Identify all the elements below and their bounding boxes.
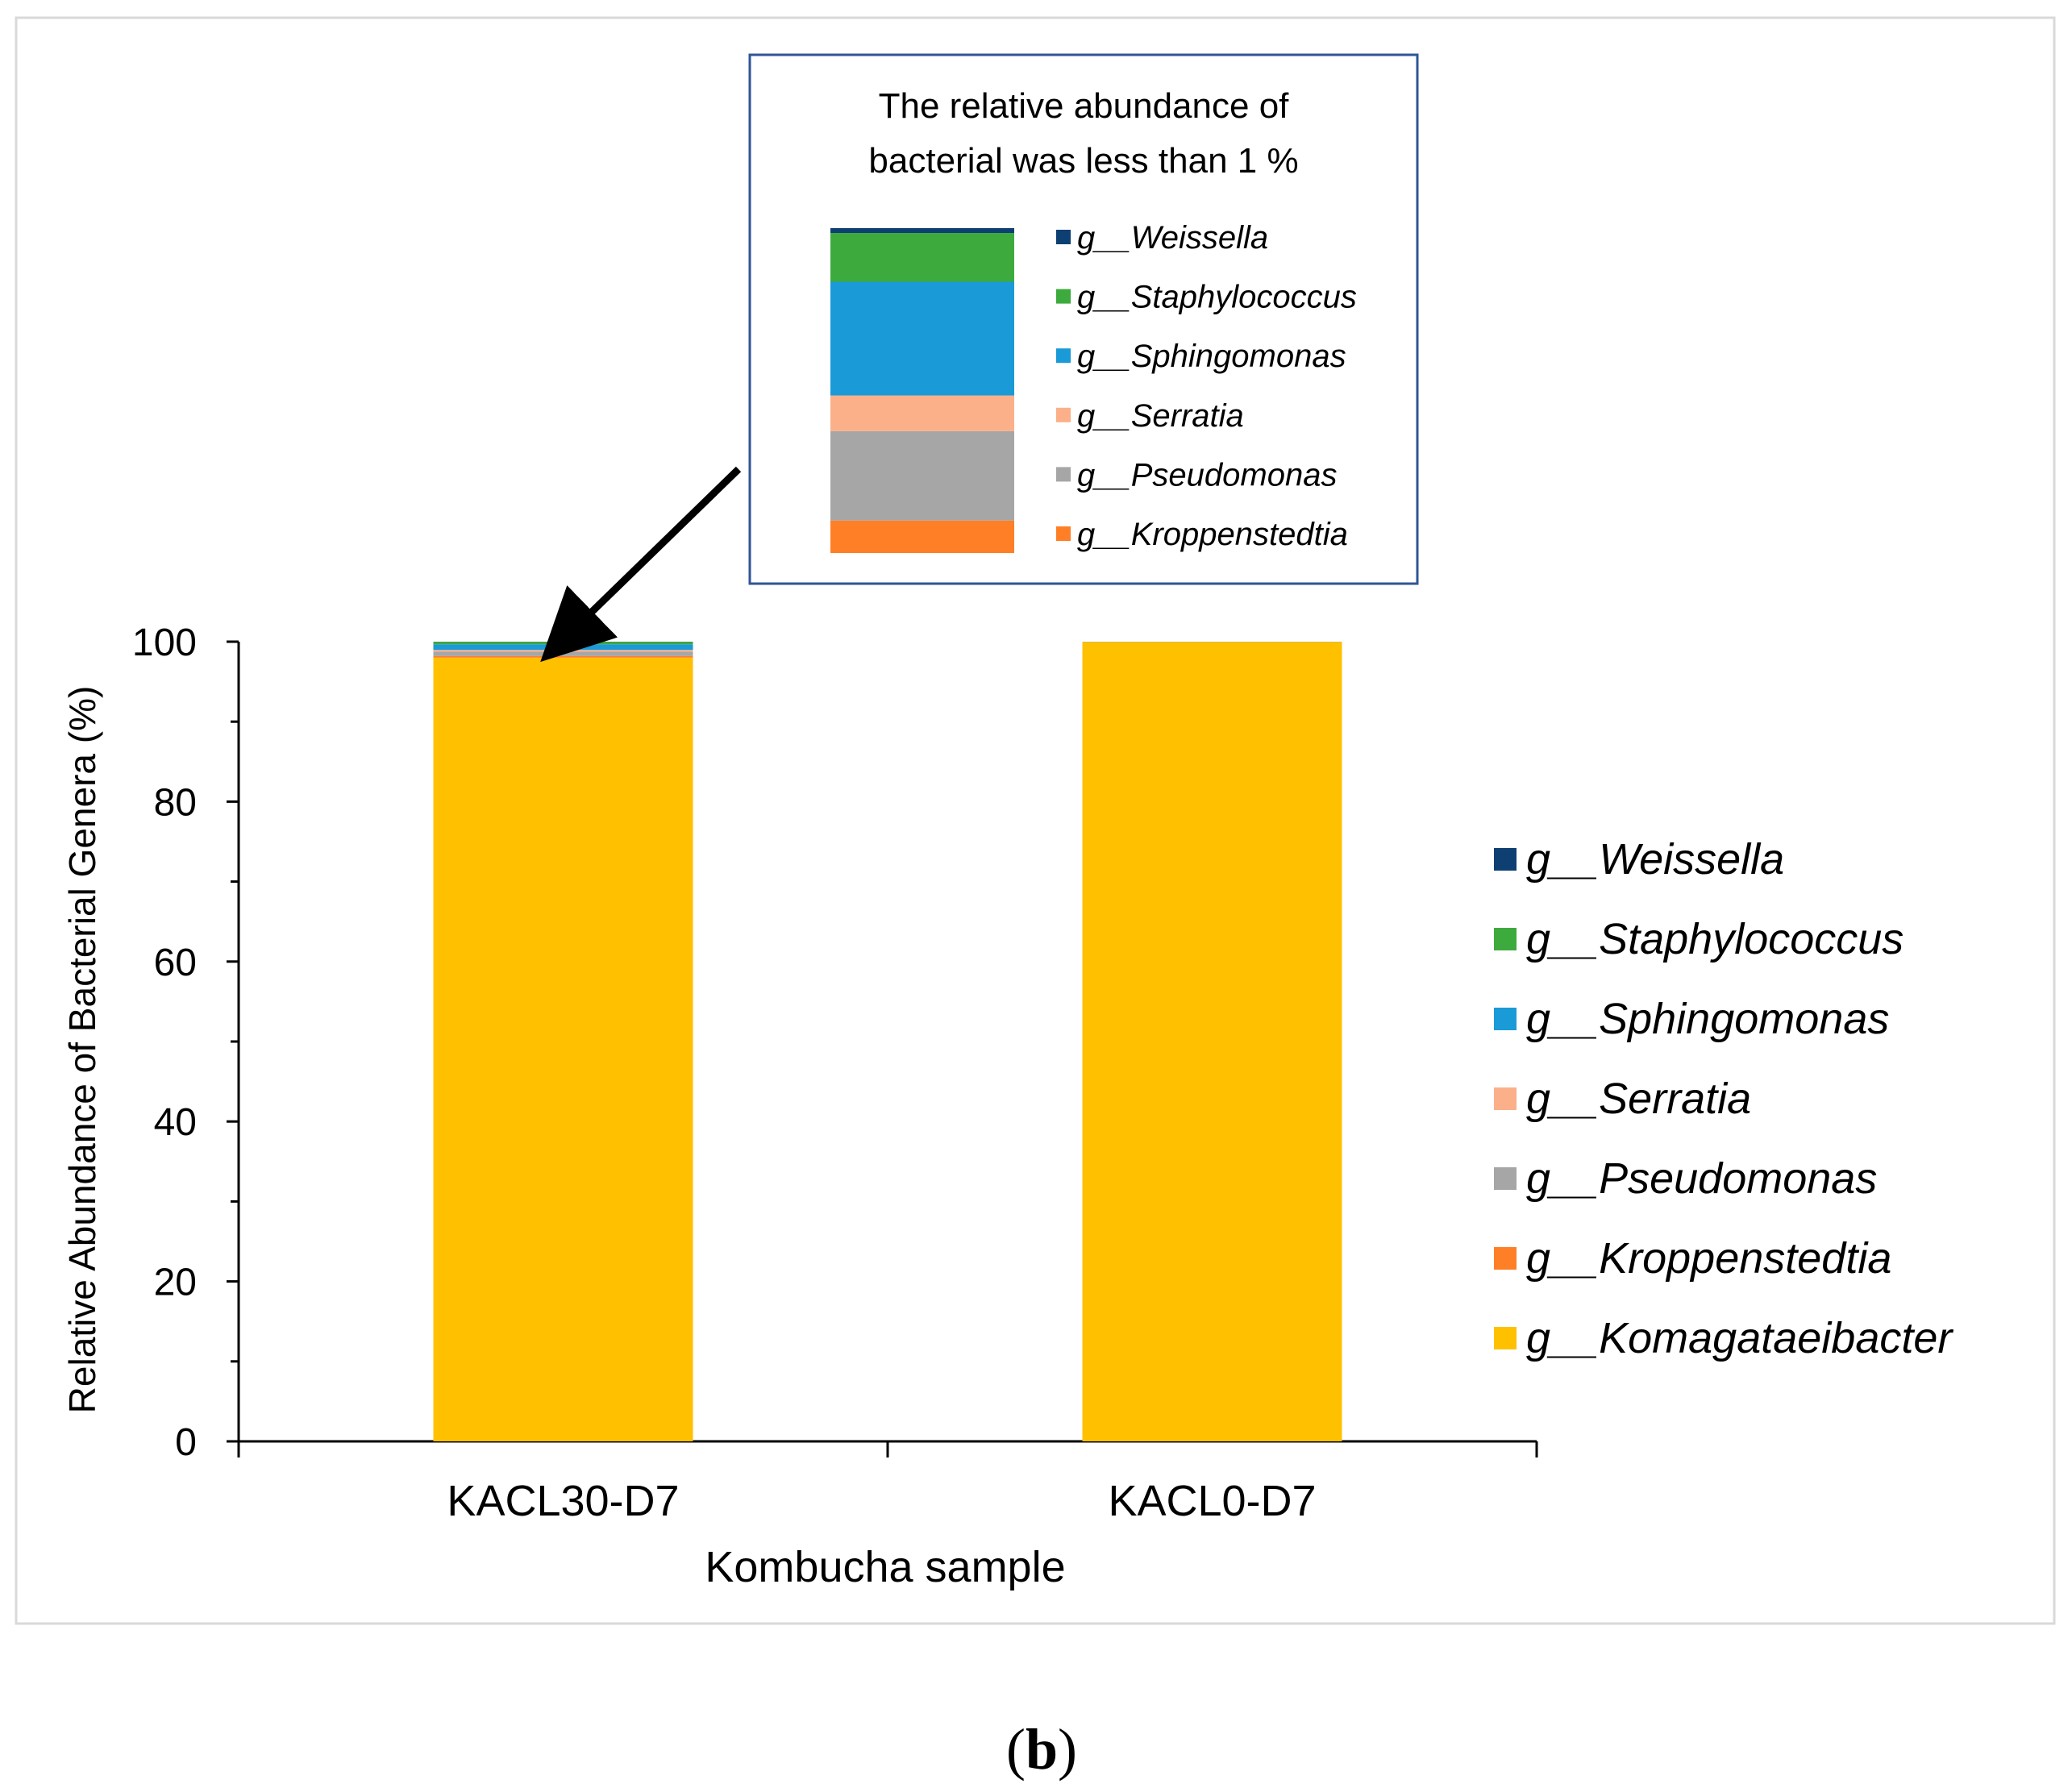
x-ticks: KACL30-D7 KACL0-D7 [237,1433,1538,1525]
legend-label-g-sphingomonas: g__Sphingomonas [1526,995,1889,1043]
panel-label-letter: b [1026,1717,1058,1782]
inset-title-line2: bacterial was less than 1 % [868,141,1298,181]
inset-legend: g__Weissella g__Staphylococcus g__Sphingom… [1056,220,1357,552]
inset-segment-g-sphingomonas [830,281,1014,396]
inset-legend-swatch-g-sphingomonas [1056,348,1071,364]
inset-box: The relative abundance of bacterial was … [748,53,1419,585]
legend-label-g-serratia: g__Serratia [1526,1075,1751,1123]
bar-kacl30-d7-g-komagataeibacter [433,657,693,1441]
legend-label-g-staphylococcus: g__Staphylococcus [1526,915,1903,963]
y-tick-label-100: 100 [132,622,197,664]
legend-label-g-weissella: g__Weissella [1526,835,1784,884]
inset-legend-swatch-g-staphylococcus [1056,289,1071,304]
legend-label-g-komagataeibacter: g__Komagataeibacter [1526,1314,1953,1362]
inset-segment-g-pseudomonas [830,430,1014,521]
x-tick-label-kacl30-d7: KACL30-D7 [447,1477,679,1525]
stacked-bars [433,642,1342,1441]
inset-legend-label-g-kroppenstedtia: g__Kroppenstedtia [1077,517,1348,552]
inset-segment-g-staphylococcus [830,233,1014,282]
y-axis-title: Relative Abundance of Bacterial Genera (… [61,686,103,1414]
legend-label-g-kroppenstedtia: g__Kroppenstedtia [1526,1234,1891,1283]
x-tick-label-kacl0-d7: KACL0-D7 [1108,1477,1316,1525]
inset-legend-label-g-pseudomonas: g__Pseudomonas [1077,457,1337,493]
y-tick-label-20: 20 [154,1262,197,1304]
inset-legend-label-g-sphingomonas: g__Sphingomonas [1077,339,1346,374]
inset-bar [830,228,1014,553]
legend-swatch-g-sphingomonas [1494,1008,1517,1030]
y-tick-label-80: 80 [154,781,197,824]
bar-kacl30-d7-g-serratia [433,650,693,652]
bar-kacl0-d7-g-komagataeibacter [1082,642,1342,1441]
inset-title-line1: The relative abundance of [879,86,1290,126]
bar-kacl30-d7-g-sphingomonas [433,644,693,651]
y-ticks: 0 20 40 60 80 100 [132,622,239,1464]
y-tick-label-60: 60 [154,942,197,984]
bar-kacl30-d7-g-kroppenstedtia [433,655,693,658]
inset-legend-label-g-weissella: g__Weissella [1077,220,1268,256]
legend-swatch-g-weissella [1494,848,1517,871]
bar-kacl30-d7-g-pseudomonas [433,651,693,656]
inset-legend-label-g-staphylococcus: g__Staphylococcus [1077,280,1357,315]
inset-segment-g-weissella [830,228,1014,234]
inset-legend-swatch-g-kroppenstedtia [1056,526,1071,541]
legend-swatch-g-komagataeibacter [1494,1327,1517,1349]
callout-arrow [540,466,742,663]
panel-label: (b) [1006,1717,1077,1782]
y-tick-label-0: 0 [175,1421,197,1464]
x-axis-title: Kombucha sample [705,1543,1065,1591]
legend-swatch-g-staphylococcus [1494,928,1517,950]
inset-legend-swatch-g-weissella [1056,230,1071,244]
legend-swatch-g-serratia [1494,1087,1517,1110]
inset-segment-g-serratia [830,395,1014,431]
legend-swatch-g-kroppenstedtia [1494,1247,1517,1270]
inset-legend-swatch-g-serratia [1056,407,1071,422]
legend: g__Weissella g__Staphylococcus g__Sphingom… [1494,835,1953,1362]
y-tick-label-40: 40 [154,1101,197,1144]
inset-segment-g-kroppenstedtia [830,520,1014,553]
legend-swatch-g-pseudomonas [1494,1167,1517,1190]
legend-label-g-pseudomonas: g__Pseudomonas [1526,1154,1877,1203]
inset-legend-label-g-serratia: g__Serratia [1077,398,1244,434]
inset-legend-swatch-g-pseudomonas [1056,467,1071,482]
